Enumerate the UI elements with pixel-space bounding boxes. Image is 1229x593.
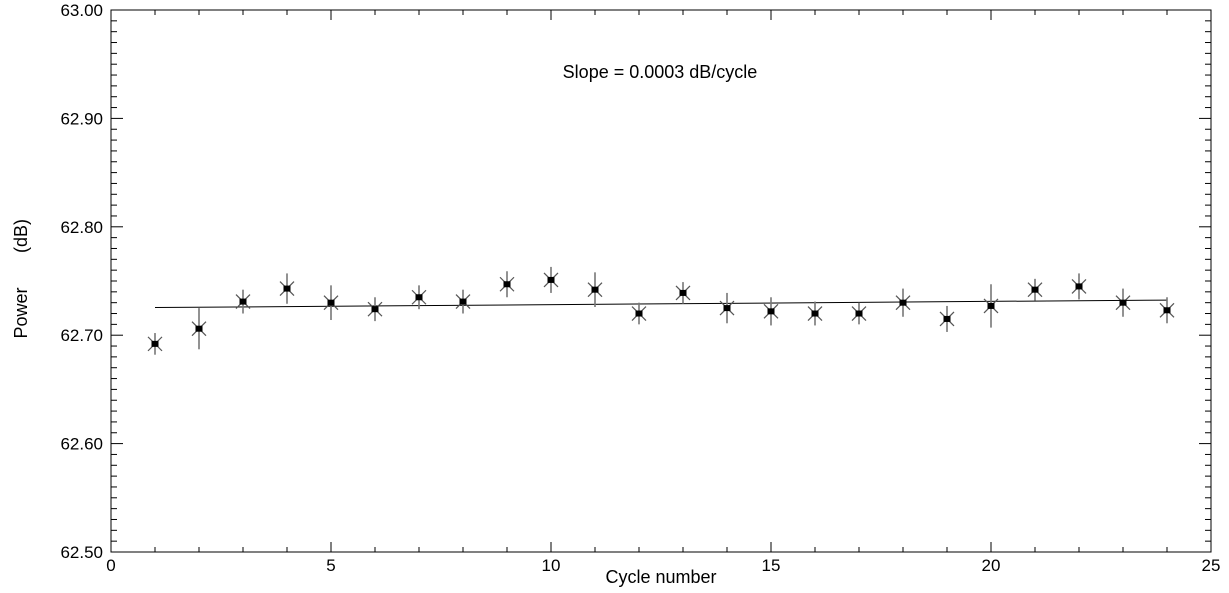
x-tick-label: 10 [542,556,561,575]
point-marker [591,286,599,293]
point-marker [855,310,863,317]
point-marker [679,289,687,296]
data-point [191,308,207,350]
data-point [543,266,559,293]
point-marker [151,340,159,347]
data-point [1159,297,1175,324]
data-point [147,333,163,355]
point-marker [943,315,951,322]
slope-annotation: Slope = 0.0003 dB/cycle [563,62,758,82]
data-point [1071,273,1087,300]
x-tick-label: 25 [1202,556,1221,575]
y-tick-label: 62.80 [60,218,103,237]
data-point [983,284,999,328]
data-point [455,289,471,314]
data-point [1027,278,1043,301]
point-marker [1075,283,1083,290]
data-point [499,271,515,298]
y-tick-label: 62.60 [60,435,103,454]
point-marker [987,302,995,309]
data-point [1115,288,1131,317]
data-point [719,292,735,324]
data-point [367,297,383,322]
data-point [895,288,911,317]
data-point [939,305,955,332]
data-point [675,282,691,304]
point-marker [635,310,643,317]
x-tick-label: 15 [762,556,781,575]
data-points [147,266,1175,355]
y-axis-title: Power [11,287,31,338]
x-axis-title: Cycle number [605,567,716,587]
y-axis-unit: (dB) [11,219,31,253]
point-marker [283,285,291,292]
plot-frame [110,9,1212,553]
point-marker [195,325,203,332]
data-point [587,272,603,308]
x-tick-label: 0 [106,556,115,575]
point-marker [327,299,335,306]
data-point [323,285,339,321]
x-axis: 0 5 10 15 20 25 [106,10,1220,575]
point-marker [239,298,247,305]
point-marker [371,306,379,313]
y-tick-label: 63.00 [60,1,103,20]
point-marker [1119,299,1127,306]
y-axis: 62.50 62.60 62.70 62.80 62.90 63.00 [60,1,1211,562]
data-point [763,297,779,326]
y-tick-label: 62.90 [60,109,103,128]
point-marker [811,310,819,317]
data-point [851,302,867,325]
point-marker [459,298,467,305]
point-marker [415,294,423,301]
fit-line-group [154,299,1168,309]
x-tick-label: 20 [982,556,1001,575]
point-marker [899,299,907,306]
point-marker [1163,307,1171,314]
plot-border [110,9,1212,553]
point-marker [723,305,731,312]
y-tick-label: 62.50 [60,543,103,562]
x-tick-label: 5 [326,556,335,575]
data-point [631,302,647,325]
y-tick-label: 62.70 [60,326,103,345]
point-marker [503,281,511,288]
point-marker [767,308,775,315]
data-point [279,273,295,304]
fit-line [154,299,1168,309]
data-point [235,289,251,314]
point-marker [1031,286,1039,293]
data-point [807,301,823,326]
data-point [411,285,427,310]
point-marker [547,276,555,283]
